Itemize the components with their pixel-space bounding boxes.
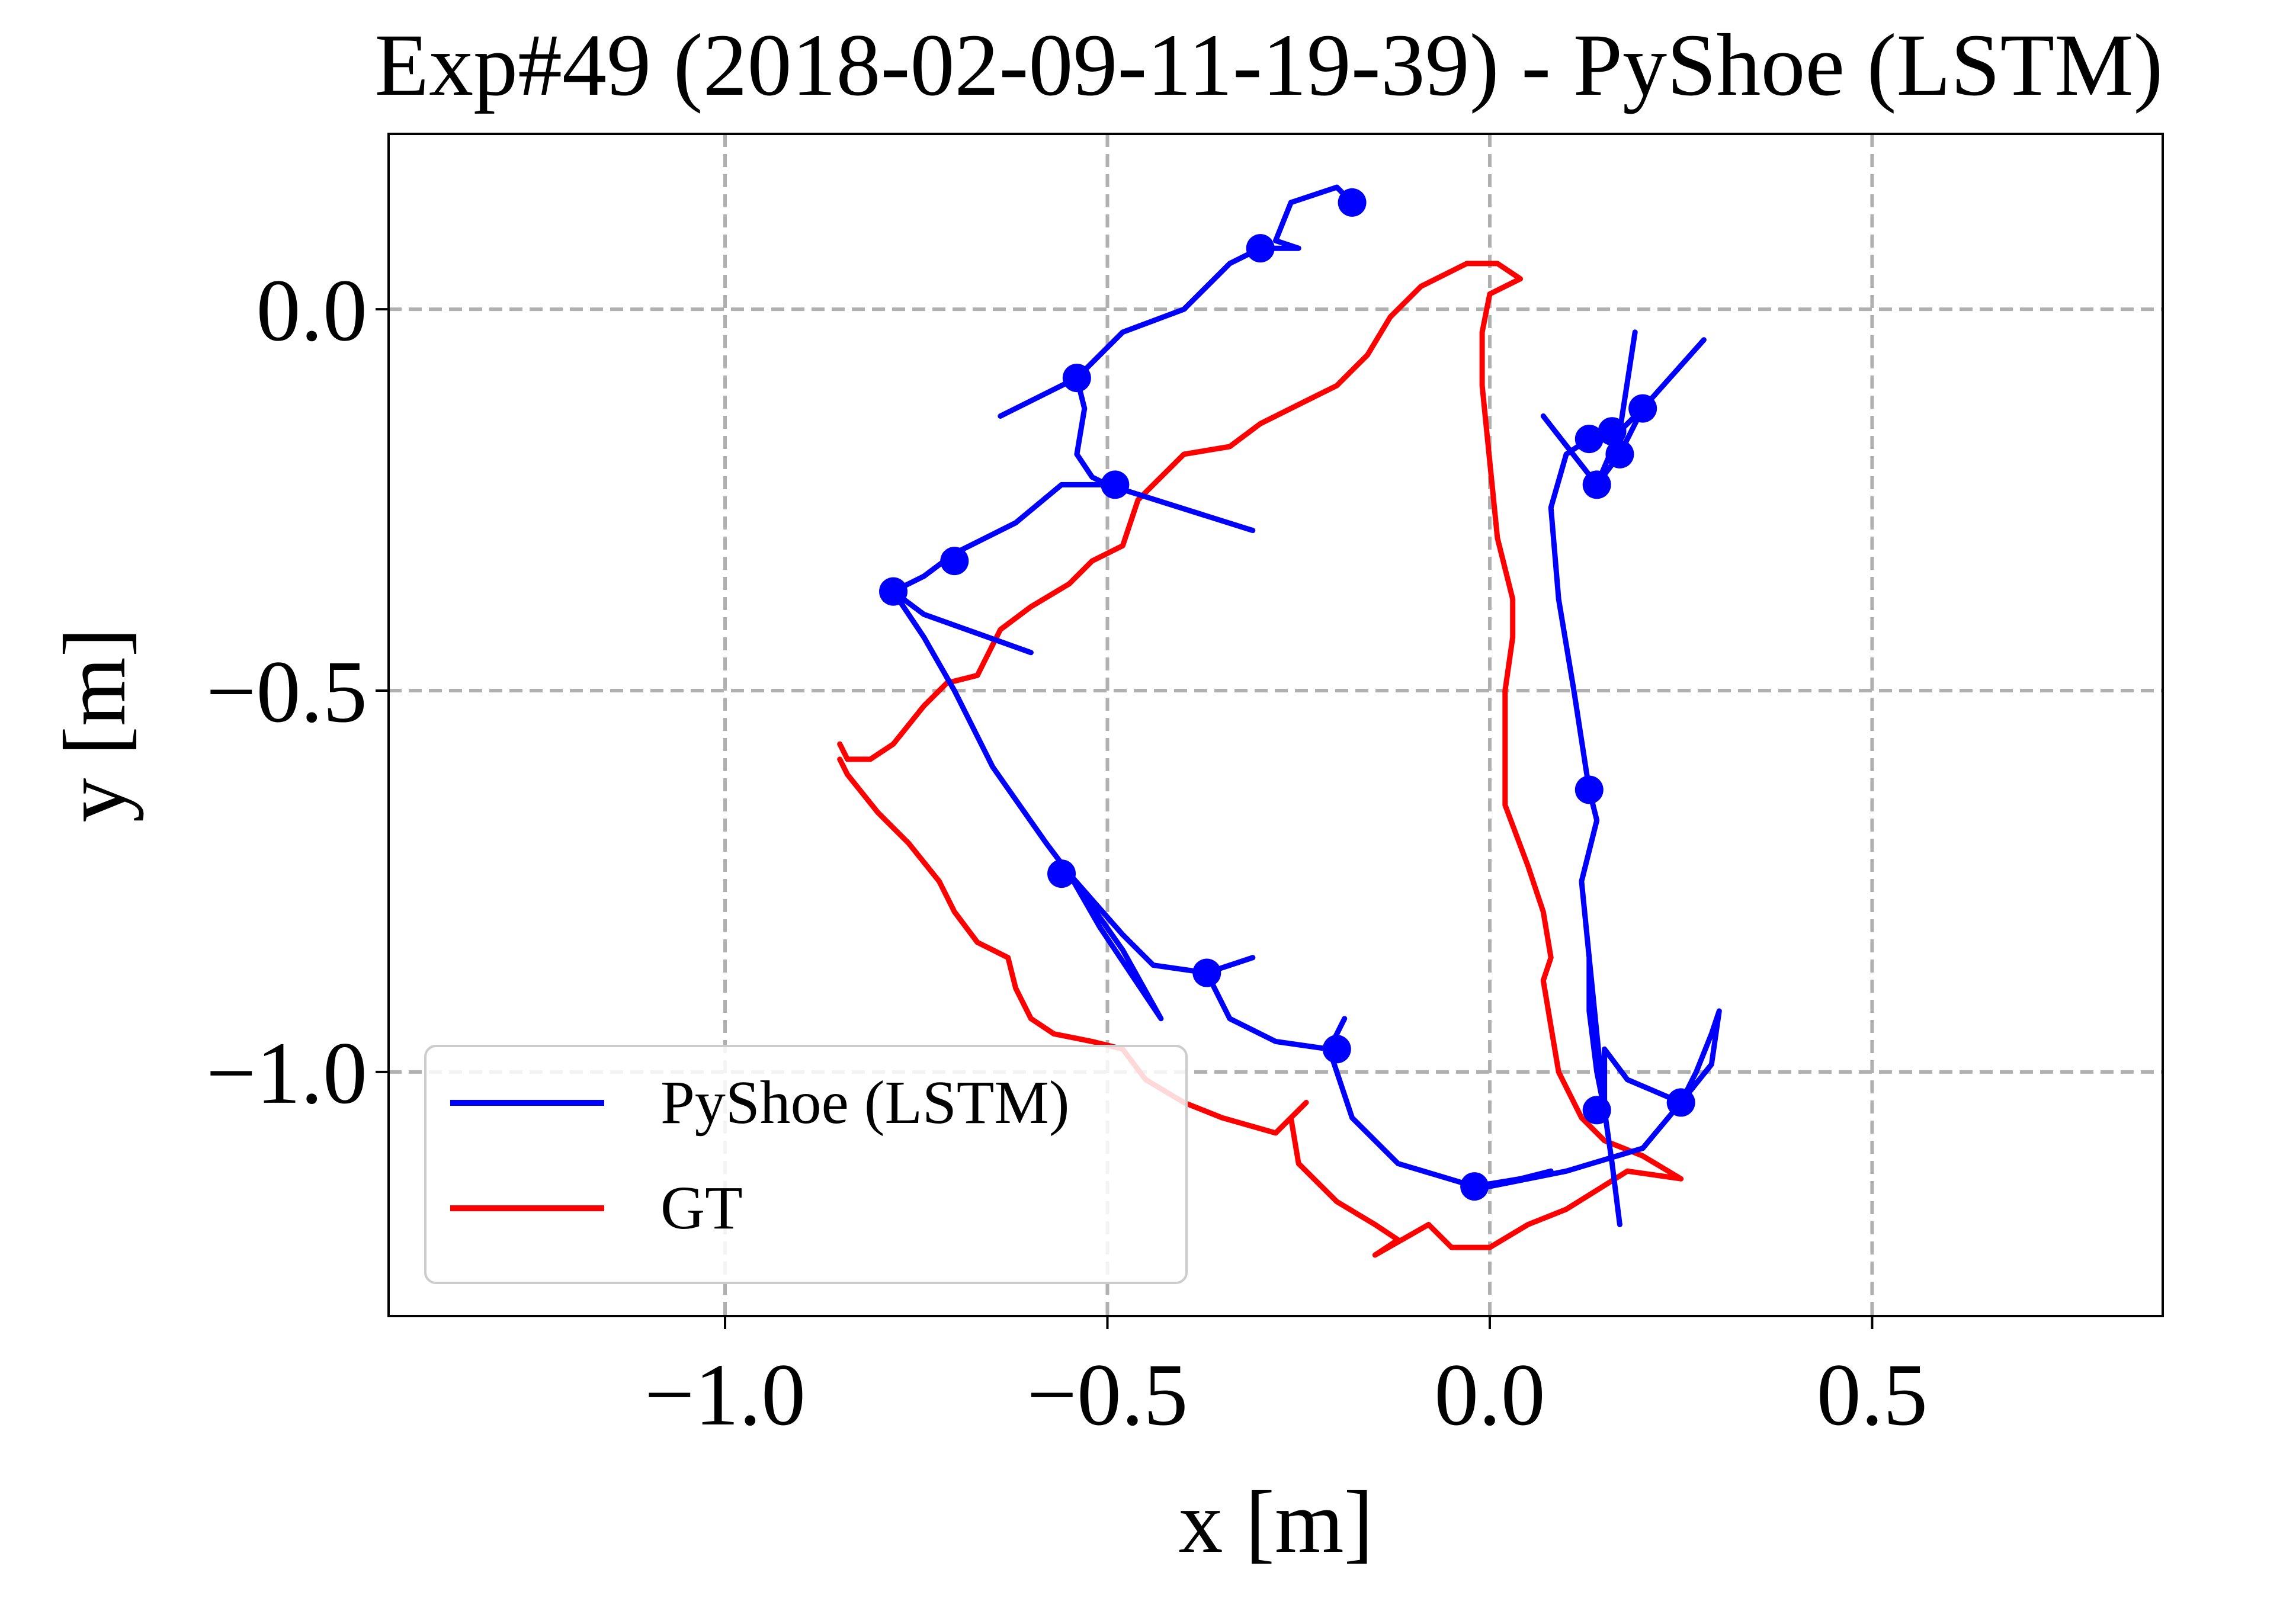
y-tick-label: −1.0: [206, 1024, 367, 1122]
y-axis-label: y [m]: [46, 627, 144, 822]
step-marker: [1666, 1088, 1695, 1117]
step-marker: [1047, 859, 1076, 888]
grid-lines: [389, 134, 2163, 1316]
step-marker: [1101, 470, 1130, 499]
step-marker: [1246, 234, 1275, 263]
step-marker: [1628, 394, 1657, 423]
y-tick-label: 0.0: [256, 261, 368, 360]
step-marker: [1582, 470, 1611, 499]
step-marker: [1575, 775, 1604, 804]
step-marker: [1062, 364, 1091, 393]
chart-title: Exp#49 (2018-02-09-11-19-39) - PyShoe (L…: [374, 16, 2163, 114]
step-marker: [1338, 188, 1367, 217]
y-ticks: 0.0 −0.5 −1.0: [206, 261, 389, 1122]
x-tick-label: −1.0: [644, 1346, 806, 1444]
x-tick-label: −0.5: [1027, 1346, 1188, 1444]
y-tick-label: −0.5: [206, 643, 367, 741]
step-marker: [940, 547, 969, 576]
x-tick-label: 0.5: [1817, 1346, 1928, 1444]
step-marker: [879, 577, 908, 606]
legend-label-gt: GT: [660, 1174, 743, 1242]
x-axis-label: x [m]: [1178, 1473, 1373, 1571]
step-marker: [1192, 958, 1221, 987]
series-line-pyshoe-lstm: [890, 184, 1722, 1227]
legend-label-pyshoe: PyShoe (LSTM): [660, 1068, 1069, 1137]
step-marker: [1460, 1172, 1489, 1201]
x-ticks: −1.0 −0.5 0.0 0.5: [644, 1316, 1928, 1444]
legend: PyShoe (LSTM) GT: [424, 1045, 1188, 1284]
step-marker: [1598, 417, 1627, 446]
legend-box: [424, 1045, 1188, 1284]
step-marker: [1322, 1035, 1351, 1064]
plot-area-frame: [387, 133, 2164, 1317]
step-marker: [1575, 425, 1604, 454]
step-marker: [1605, 439, 1634, 469]
step-marker: [1582, 1096, 1611, 1125]
x-tick-label: 0.0: [1434, 1346, 1545, 1444]
